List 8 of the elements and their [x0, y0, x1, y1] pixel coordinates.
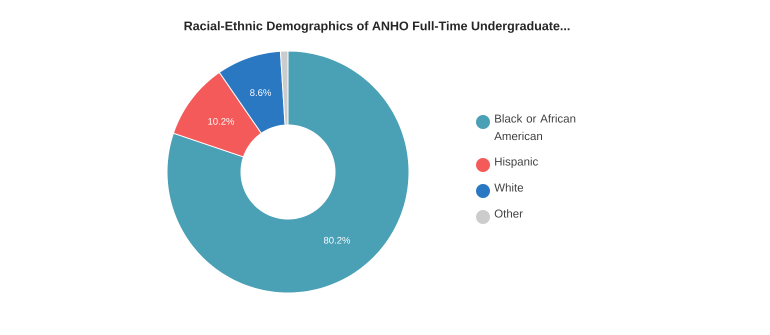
- legend-label: White: [494, 183, 524, 192]
- legend-label: Hispanic: [495, 157, 538, 168]
- data-label: 10.2%: [208, 118, 234, 125]
- data-label: 8.6%: [250, 89, 272, 96]
- chart-title: Racial-Ethnic Demographics of ANHO Full-Time Undergraduate...: [184, 21, 570, 33]
- legend-label: Other: [494, 209, 523, 218]
- data-label: 80.2%: [324, 236, 350, 244]
- legend-label: Black or African American: [494, 114, 576, 140]
